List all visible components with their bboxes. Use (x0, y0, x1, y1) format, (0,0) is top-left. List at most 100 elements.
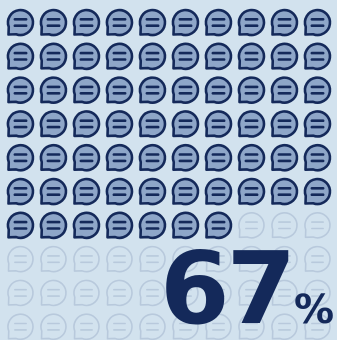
chat-bubble-icon-empty (304, 212, 331, 239)
chat-bubble-icon-filled (237, 76, 266, 104)
chat-bubble-icon-filled (6, 144, 35, 172)
chat-bubble-icon-filled (6, 177, 35, 206)
chat-bubble-icon-filled (237, 8, 266, 37)
chat-bubble-icon-filled (204, 76, 233, 104)
chat-bubble-icon-filled (303, 8, 332, 37)
chat-bubble-icon-empty (271, 212, 298, 239)
chat-bubble-icon-filled (39, 42, 68, 71)
chat-bubble-icon-filled (138, 110, 167, 138)
chat-bubble-icon-empty (271, 245, 298, 273)
chat-bubble-icon-filled (237, 144, 266, 172)
chat-bubble-icon-filled (105, 211, 134, 240)
chat-bubble-icon-empty (205, 279, 232, 307)
chat-bubble-icon-filled (303, 177, 332, 206)
chat-bubble-icon-empty (40, 245, 67, 273)
chat-bubble-icon-filled (105, 144, 134, 172)
chat-bubble-icon-filled (204, 144, 233, 172)
percent-sign: % (294, 287, 335, 333)
chat-bubble-icon-filled (171, 177, 200, 206)
chat-bubble-icon-filled (105, 177, 134, 206)
chat-bubble-icon-filled (72, 177, 101, 206)
chat-bubble-icon-filled (72, 110, 101, 138)
chat-bubble-icon-filled (39, 76, 68, 104)
chat-bubble-icon-filled (138, 42, 167, 71)
chat-bubble-icon-empty (73, 313, 100, 340)
chat-bubble-icon-filled (39, 144, 68, 172)
chat-bubble-icon-filled (6, 110, 35, 138)
chat-bubble-icon-filled (105, 8, 134, 37)
chat-bubble-icon-filled (6, 211, 35, 240)
chat-bubble-icon-filled (72, 42, 101, 71)
chat-bubble-icon-empty (139, 313, 166, 340)
chat-bubble-icon-filled (204, 177, 233, 206)
chat-bubble-icon-empty (106, 313, 133, 340)
chat-bubble-icon-filled (138, 76, 167, 104)
chat-bubble-icon-filled (237, 110, 266, 138)
chat-bubble-icon-empty (238, 279, 265, 307)
chat-bubble-icon-empty (7, 245, 34, 273)
chat-bubble-icon-empty (73, 279, 100, 307)
chat-bubble-icon-filled (171, 76, 200, 104)
chat-bubble-icon-filled (270, 8, 299, 37)
chat-bubble-icon-filled (138, 177, 167, 206)
chat-bubble-icon-filled (6, 42, 35, 71)
chat-bubble-icon-empty (172, 245, 199, 273)
chat-bubble-icon-filled (270, 76, 299, 104)
chat-bubble-icon-empty (304, 313, 331, 340)
percentage-value: 67 (160, 230, 296, 340)
chat-bubble-icon-empty (7, 313, 34, 340)
chat-bubble-icon-empty (172, 279, 199, 307)
chat-bubble-icon-empty (172, 313, 199, 340)
chat-bubble-icon-filled (39, 110, 68, 138)
chat-bubble-icon-empty (271, 279, 298, 307)
chat-bubble-icon-filled (303, 76, 332, 104)
chat-bubble-icon-filled (72, 76, 101, 104)
chat-bubble-icon-empty (73, 245, 100, 273)
chat-bubble-icon-filled (171, 211, 200, 240)
chat-bubble-icon-filled (39, 211, 68, 240)
chat-bubble-icon-filled (105, 42, 134, 71)
chat-bubble-icon-empty (304, 279, 331, 307)
chat-bubble-icon-empty (139, 245, 166, 273)
chat-bubble-icon-empty (205, 313, 232, 340)
chat-bubble-icon-filled (237, 42, 266, 71)
chat-bubble-icon-filled (138, 8, 167, 37)
chat-bubble-icon-filled (303, 110, 332, 138)
chat-bubble-icon-filled (237, 177, 266, 206)
chat-bubble-icon-empty (106, 279, 133, 307)
chat-bubble-icon-filled (270, 177, 299, 206)
chat-bubble-icon-filled (270, 144, 299, 172)
chat-bubble-icon-empty (40, 313, 67, 340)
chat-bubble-icon-empty (40, 279, 67, 307)
chat-bubble-icon-filled (270, 110, 299, 138)
chat-bubble-icon-filled (6, 8, 35, 37)
chat-bubble-icon-filled (204, 211, 233, 240)
chat-bubble-icon-filled (171, 144, 200, 172)
chat-bubble-icon-filled (6, 76, 35, 104)
chat-bubble-icon-empty (7, 279, 34, 307)
chat-bubble-icon-empty (304, 245, 331, 273)
chat-bubble-icon-filled (204, 8, 233, 37)
chat-bubble-icon-empty (106, 245, 133, 273)
chat-bubble-icon-filled (72, 144, 101, 172)
chat-bubble-icon-filled (105, 76, 134, 104)
chat-bubble-icon-empty (139, 279, 166, 307)
chat-bubble-icon-filled (171, 42, 200, 71)
chat-bubble-icon-filled (204, 42, 233, 71)
chat-bubble-icon-empty (271, 313, 298, 340)
chat-bubble-icon-filled (39, 8, 68, 37)
chat-bubble-icon-filled (270, 42, 299, 71)
chat-bubble-icon-empty (238, 212, 265, 239)
chat-bubble-icon-empty (238, 245, 265, 273)
chat-bubble-icon-filled (303, 144, 332, 172)
chat-bubble-icon-filled (105, 110, 134, 138)
chat-bubble-icon-filled (303, 42, 332, 71)
chat-bubble-icon-filled (171, 8, 200, 37)
chat-bubble-icon-filled (72, 8, 101, 37)
chat-bubble-icon-filled (72, 211, 101, 240)
chat-bubble-icon-filled (204, 110, 233, 138)
chat-bubble-icon-filled (138, 211, 167, 240)
